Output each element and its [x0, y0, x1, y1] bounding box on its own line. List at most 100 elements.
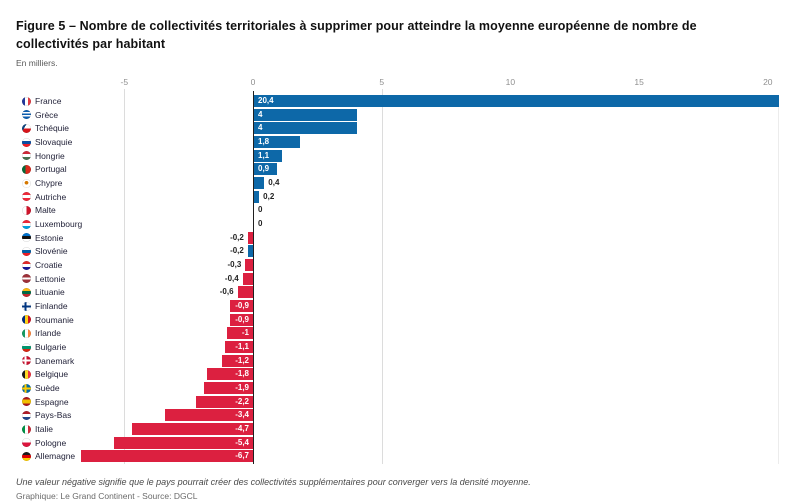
country-label: Chypre — [35, 178, 63, 189]
bar-value-label: -0,9 — [235, 314, 249, 324]
bar-negative — [229, 313, 253, 326]
flag-ro-icon — [22, 315, 31, 325]
country-label: Tchéquie — [35, 123, 70, 134]
bar-value-label: -1,2 — [235, 355, 249, 365]
bar-negative — [196, 395, 253, 408]
flag-ie-icon — [22, 328, 31, 338]
country-label: Estonie — [35, 232, 64, 243]
flag-it-icon — [22, 424, 31, 434]
zero-axis-line — [253, 91, 254, 465]
bar-value-label: -1,1 — [235, 342, 249, 352]
bar-value-label: -0,6 — [219, 287, 234, 297]
bar-value-label: -0,9 — [235, 301, 249, 311]
flag-ee-icon — [22, 233, 31, 243]
gridline — [381, 89, 383, 465]
country-label: Italie — [35, 424, 53, 435]
flag-si-icon — [22, 246, 31, 256]
bar-value-label: -0,4 — [224, 273, 239, 283]
country-label: Finlande — [35, 301, 68, 312]
bar-value-label: 0,4 — [268, 178, 280, 188]
country-label: Espagne — [35, 396, 69, 407]
footnote: Une valeur négative signifie que le pays… — [16, 477, 531, 487]
country-label: Allemagne — [35, 451, 76, 462]
bar-negative — [237, 286, 253, 299]
bar-value-label: 0 — [258, 205, 263, 215]
country-label: Pologne — [35, 437, 67, 448]
country-label: Croatie — [35, 260, 63, 271]
country-label: Pays-Bas — [35, 410, 72, 421]
country-label: Bulgarie — [35, 342, 67, 353]
flag-hr-icon — [22, 260, 31, 270]
country-label: Irlande — [35, 328, 61, 339]
bar-positive — [254, 177, 265, 190]
bar-value-label: -2,2 — [235, 396, 249, 406]
bar-value-label: -0,3 — [227, 260, 242, 270]
country-label: Roumanie — [35, 314, 74, 325]
country-label: Autriche — [35, 191, 67, 202]
country-label: France — [35, 96, 62, 106]
bar-value-label: -0,2 — [230, 232, 244, 242]
x-axis-tick: 10 — [505, 77, 516, 87]
bar-value-label: -0,2 — [230, 246, 244, 256]
bar-value-label: -4,7 — [235, 424, 249, 434]
bar-value-label: 1,8 — [258, 137, 270, 146]
page-title: Figure 5 – Nombre de collectivités terri… — [16, 19, 697, 51]
gridline — [124, 89, 126, 465]
bar-positive — [254, 122, 357, 135]
country-label: Luxembourg — [35, 219, 83, 230]
flag-fr-icon — [22, 96, 31, 106]
flag-lt-icon — [22, 287, 31, 297]
flag-hu-icon — [22, 151, 31, 161]
flag-dk-icon — [22, 356, 31, 366]
flag-de-icon — [22, 451, 31, 461]
flag-es-icon — [22, 397, 31, 407]
bar-negative — [165, 409, 253, 422]
country-label: Slovaquie — [35, 137, 73, 147]
x-axis-tick: 15 — [634, 77, 644, 87]
bar-negative — [80, 450, 253, 463]
bar-negative — [229, 300, 253, 313]
flag-be-icon — [22, 369, 31, 379]
bar-value-label: 4 — [258, 123, 263, 133]
bar-value-label: 0,9 — [258, 164, 270, 174]
bar-value-label: -1,9 — [235, 383, 249, 393]
country-label: Portugal — [35, 164, 67, 175]
country-label: Malte — [35, 205, 56, 216]
bar-value-label: 0 — [258, 219, 263, 229]
bar-value-label: 20,4 — [258, 96, 274, 105]
flag-cy-icon — [22, 178, 31, 188]
bar-negative — [242, 272, 253, 285]
bar-value-label: 1,1 — [258, 150, 270, 160]
country-label: Suède — [35, 383, 60, 394]
credit-line: Graphique: Le Grand Continent - Source: … — [16, 491, 198, 501]
plot-right-border — [778, 95, 780, 465]
bar-positive — [254, 136, 301, 148]
bar-negative — [224, 341, 253, 354]
bar-value-label: -6,7 — [235, 451, 249, 461]
bar-negative — [132, 423, 253, 436]
bar-value-label: -1 — [241, 328, 249, 338]
bar-negative — [222, 354, 253, 367]
country-label: Grèce — [35, 109, 59, 120]
flag-fi-icon — [22, 301, 31, 311]
chart-subtitle: En milliers. — [16, 58, 58, 68]
bar-negative — [204, 382, 253, 395]
x-axis-tick: 5 — [379, 77, 385, 87]
flag-pl-icon — [22, 438, 31, 448]
country-label: Lettonie — [35, 273, 66, 284]
flag-lv-icon — [22, 274, 31, 284]
country-label: Danemark — [35, 355, 75, 366]
bar-negative — [245, 259, 253, 272]
flag-bg-icon — [22, 342, 31, 352]
bar-value-label: 4 — [258, 109, 263, 119]
bar-value-label: -1,8 — [235, 369, 249, 379]
flag-nl-icon — [22, 410, 31, 420]
bar-value-label: 0,2 — [263, 191, 275, 201]
flag-gr-icon — [22, 110, 31, 120]
x-axis-tick: 0 — [250, 77, 256, 87]
bar-negative — [247, 245, 253, 258]
bar-negative — [114, 436, 253, 449]
flag-sk-icon — [22, 137, 31, 147]
bar-positive — [254, 190, 260, 203]
x-axis-tick: -5 — [120, 77, 129, 87]
